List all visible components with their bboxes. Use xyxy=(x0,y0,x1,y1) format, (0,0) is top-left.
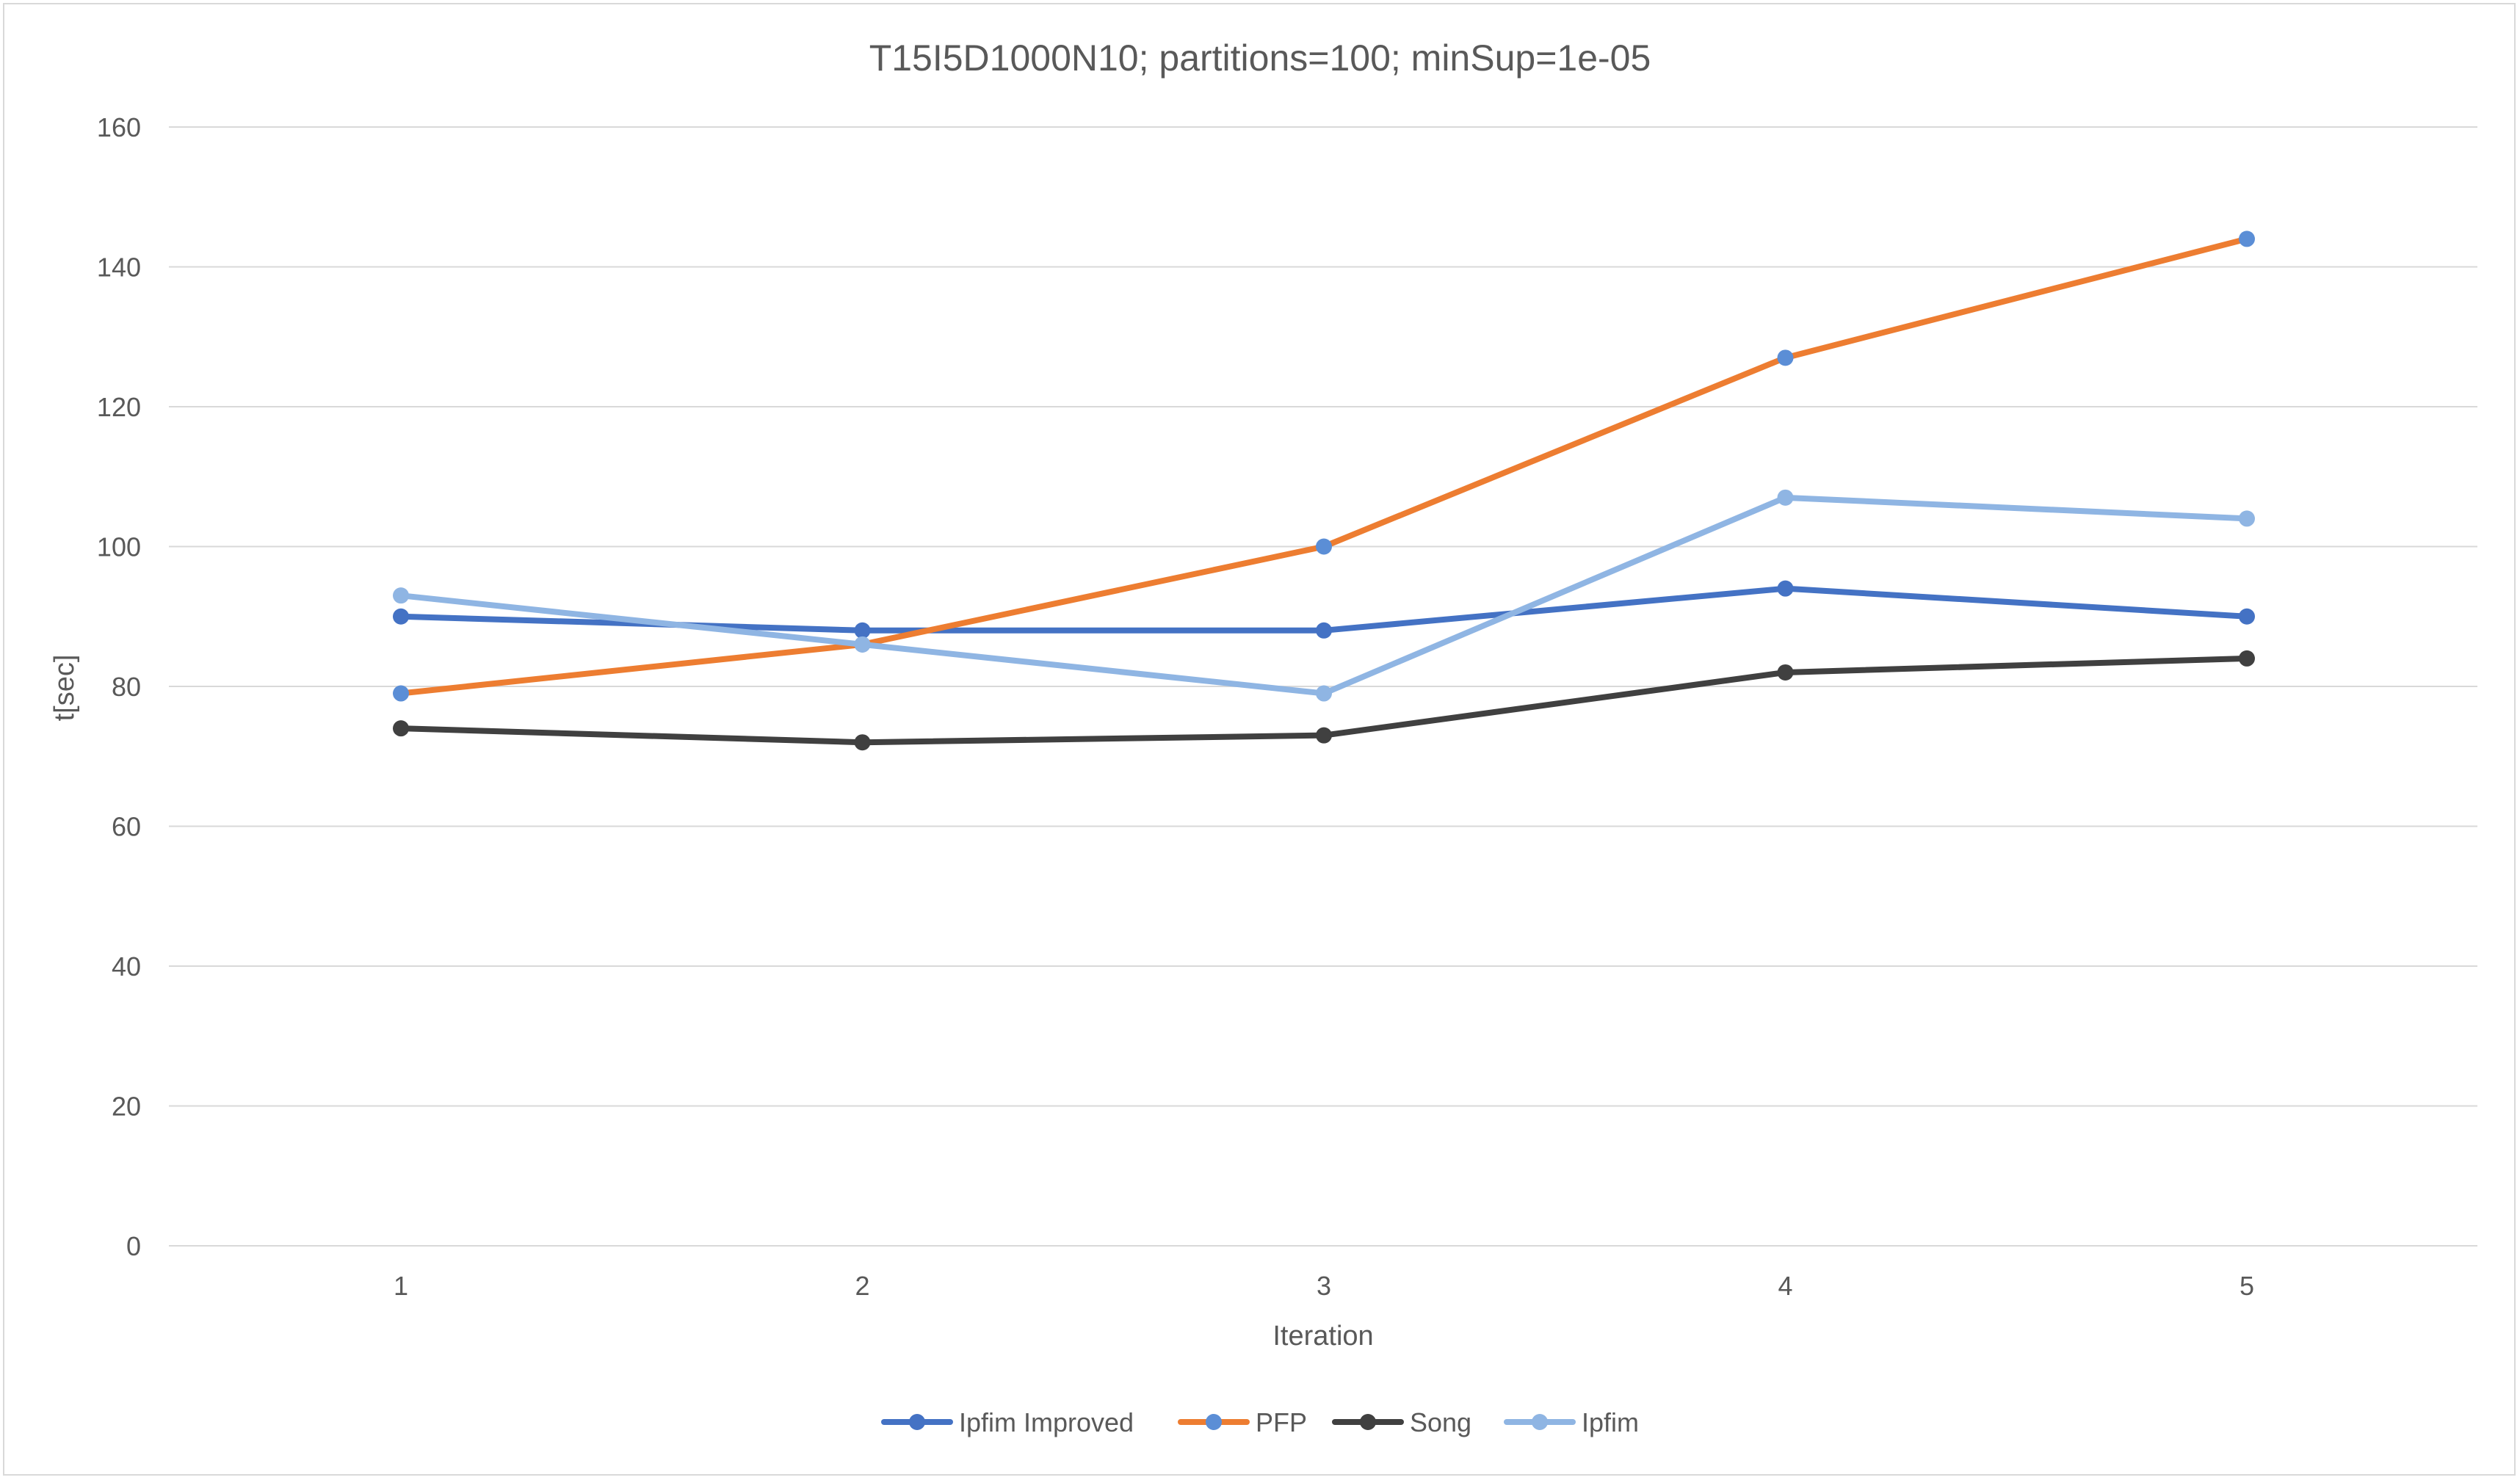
data-point xyxy=(393,685,409,702)
data-point xyxy=(2239,650,2255,667)
y-tick-label: 100 xyxy=(97,532,141,562)
legend-item: Ipfim Improved xyxy=(881,1407,1134,1437)
data-point xyxy=(2239,231,2255,247)
series-ipfim xyxy=(393,489,2255,702)
legend-label: Song xyxy=(1410,1407,1471,1437)
series-lines xyxy=(393,231,2255,751)
x-axis-ticks: 1 2 3 4 5 xyxy=(394,1271,2254,1301)
data-point xyxy=(2239,510,2255,527)
x-tick-label: 5 xyxy=(2240,1271,2254,1301)
y-tick-label: 120 xyxy=(97,392,141,422)
data-point xyxy=(393,587,409,604)
y-axis-ticks: 0 20 40 60 80 100 120 140 160 xyxy=(97,112,141,1261)
y-tick-label: 20 xyxy=(112,1092,141,1122)
x-tick-label: 3 xyxy=(1317,1271,1331,1301)
y-tick-label: 160 xyxy=(97,112,141,142)
legend-label: PFP xyxy=(1256,1407,1307,1437)
data-point xyxy=(2239,608,2255,625)
x-tick-label: 4 xyxy=(1778,1271,1792,1301)
legend-swatch-marker xyxy=(1360,1414,1376,1430)
data-point xyxy=(1777,580,1794,597)
data-point xyxy=(1777,489,1794,506)
legend-swatch-marker xyxy=(909,1414,925,1430)
y-axis-title: t[sec] xyxy=(49,655,80,722)
y-tick-label: 0 xyxy=(126,1231,141,1261)
legend-item: Ipfim xyxy=(1504,1407,1639,1437)
data-point xyxy=(854,734,871,751)
legend-label: Ipfim xyxy=(1582,1407,1639,1437)
data-point xyxy=(1316,727,1332,744)
chart-title: T15I5D1000N10; partitions=100; minSup=1e… xyxy=(869,37,1651,79)
legend-item: PFP xyxy=(1178,1407,1307,1437)
data-point xyxy=(1316,622,1332,639)
y-tick-label: 80 xyxy=(112,672,141,702)
x-axis-title: Iteration xyxy=(1272,1321,1373,1352)
data-point xyxy=(854,622,871,639)
data-point xyxy=(393,608,409,625)
legend-label: Ipfim Improved xyxy=(959,1407,1134,1437)
x-tick-label: 2 xyxy=(855,1271,869,1301)
data-point xyxy=(393,720,409,737)
legend-swatch-marker xyxy=(1206,1414,1222,1430)
legend: Ipfim Improved PFP Song Ipfim xyxy=(881,1407,1639,1437)
data-point xyxy=(1316,538,1332,555)
data-point xyxy=(1316,685,1332,702)
data-point xyxy=(1777,349,1794,366)
data-point xyxy=(1777,664,1794,681)
y-tick-label: 140 xyxy=(97,253,141,283)
data-point xyxy=(854,636,871,653)
legend-swatch-marker xyxy=(1532,1414,1548,1430)
y-tick-label: 60 xyxy=(112,812,141,842)
x-tick-label: 1 xyxy=(394,1271,408,1301)
series-song xyxy=(393,650,2255,751)
y-tick-label: 40 xyxy=(112,951,141,982)
series-ipfim-improved xyxy=(393,580,2255,639)
legend-item: Song xyxy=(1332,1407,1471,1437)
